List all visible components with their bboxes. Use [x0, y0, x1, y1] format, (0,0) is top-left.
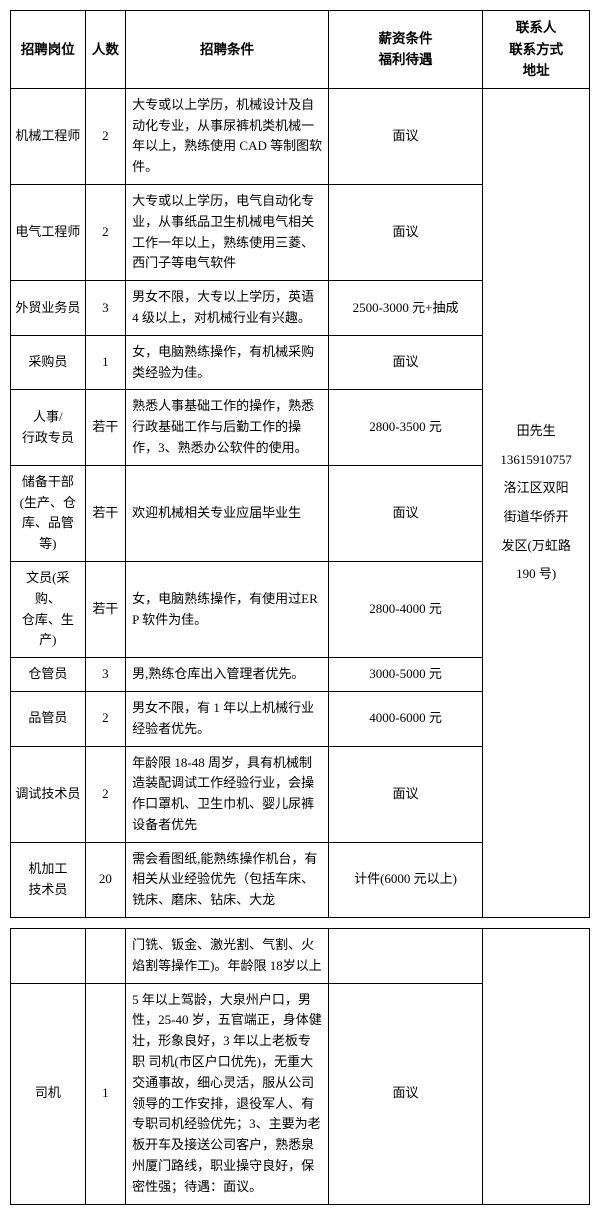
cell-requirements: 女，电脑熟练操作，有机械采购类经验为佳。: [126, 335, 329, 390]
cell-salary: 2800-4000 元: [328, 561, 483, 657]
cell-salary: 3000-5000 元: [328, 658, 483, 692]
cell-count: 1: [85, 335, 126, 390]
cell-salary: 计件(6000 元以上): [328, 842, 483, 917]
cell-requirements: 年龄限 18-48 周岁，具有机械制造装配调试工作经验行业，会操作口罩机、卫生巾…: [126, 746, 329, 842]
cell-requirements: 熟悉人事基础工作的操作，熟悉行政基础工作与后勤工作的操作，3、熟悉办公软件的使用…: [126, 390, 329, 465]
cell-requirements: 男女不限，大专以上学历，英语 4 级以上，对机械行业有兴趣。: [126, 281, 329, 336]
cell-position: 文员(采购、仓库、生产): [11, 561, 86, 657]
cell-requirements: 大专或以上学历，电气自动化专业，从事纸品卫生机械电气相关工作一年以上，熟练使用三…: [126, 184, 329, 280]
cell-position: 品管员: [11, 691, 86, 746]
header-position: 招聘岗位: [11, 11, 86, 89]
cell-salary: 2800-3500 元: [328, 390, 483, 465]
cell-count: 若干: [85, 561, 126, 657]
cell-count: 2: [85, 746, 126, 842]
cell-count: 若干: [85, 465, 126, 561]
header-salary: 薪资条件福利待遇: [328, 11, 483, 89]
cell-requirements: 男女不限，有 1 年以上机械行业经验者优先。: [126, 691, 329, 746]
cell-count: 1: [85, 983, 126, 1204]
header-contact: 联系人联系方式地址: [483, 11, 590, 89]
recruitment-table-2: 门铣、钣金、激光割、气割、火焰割等操作工)。年龄限 18岁以上司机15 年以上驾…: [10, 928, 590, 1205]
cell-count: 3: [85, 658, 126, 692]
cell-position: 机械工程师: [11, 88, 86, 184]
cell-salary: 面议: [328, 184, 483, 280]
header-requirements: 招聘条件: [126, 11, 329, 89]
header-count: 人数: [85, 11, 126, 89]
cell-salary: 4000-6000 元: [328, 691, 483, 746]
cell-position: 储备干部(生产、仓库、品管等): [11, 465, 86, 561]
header-row: 招聘岗位 人数 招聘条件 薪资条件福利待遇 联系人联系方式地址: [11, 11, 590, 89]
cell-position: 电气工程师: [11, 184, 86, 280]
cell-count: 若干: [85, 390, 126, 465]
cell-count: 3: [85, 281, 126, 336]
cell-count: 2: [85, 184, 126, 280]
cell-contact: 田先生13615910757洛江区双阳街道华侨开发区(万虹路190 号): [483, 88, 590, 917]
cell-position: [11, 929, 86, 984]
table-row: 机械工程师2大专或以上学历，机械设计及自动化专业，从事尿裤机类机械一年以上，熟练…: [11, 88, 590, 184]
cell-requirements: 5 年以上驾龄，大泉州户口，男性，25-40 岁，五官端正，身体健壮，形象良好，…: [126, 983, 329, 1204]
cell-count: 2: [85, 691, 126, 746]
cell-count: 20: [85, 842, 126, 917]
cell-salary: 2500-3000 元+抽成: [328, 281, 483, 336]
cell-requirements: 需会看图纸,能熟练操作机台，有相关从业经验优先（包括车床、铣床、磨床、钻床、大龙: [126, 842, 329, 917]
cell-requirements: 欢迎机械相关专业应届毕业生: [126, 465, 329, 561]
cell-requirements: 男,熟练仓库出入管理者优先。: [126, 658, 329, 692]
cell-requirements: 女，电脑熟练操作，有使用过ERP 软件为佳。: [126, 561, 329, 657]
table-row: 门铣、钣金、激光割、气割、火焰割等操作工)。年龄限 18岁以上: [11, 929, 590, 984]
cell-requirements: 门铣、钣金、激光割、气割、火焰割等操作工)。年龄限 18岁以上: [126, 929, 329, 984]
cell-salary: 面议: [328, 335, 483, 390]
cell-salary: 面议: [328, 746, 483, 842]
cell-position: 司机: [11, 983, 86, 1204]
cell-position: 仓管员: [11, 658, 86, 692]
cell-requirements: 大专或以上学历，机械设计及自动化专业，从事尿裤机类机械一年以上，熟练使用 CAD…: [126, 88, 329, 184]
cell-position: 外贸业务员: [11, 281, 86, 336]
cell-salary: 面议: [328, 88, 483, 184]
recruitment-table-1: 招聘岗位 人数 招聘条件 薪资条件福利待遇 联系人联系方式地址 机械工程师2大专…: [10, 10, 590, 918]
cell-position: 采购员: [11, 335, 86, 390]
cell-salary: 面议: [328, 465, 483, 561]
cell-contact-empty: [483, 929, 590, 1205]
cell-position: 机加工技术员: [11, 842, 86, 917]
cell-salary: 面议: [328, 983, 483, 1204]
cell-count: 2: [85, 88, 126, 184]
cell-position: 人事/行政专员: [11, 390, 86, 465]
cell-salary: [328, 929, 483, 984]
cell-count: [85, 929, 126, 984]
cell-position: 调试技术员: [11, 746, 86, 842]
